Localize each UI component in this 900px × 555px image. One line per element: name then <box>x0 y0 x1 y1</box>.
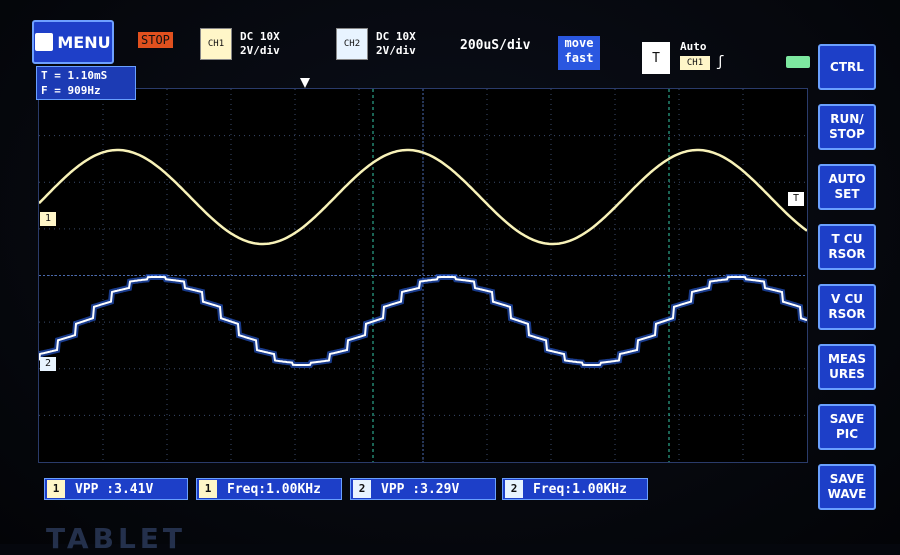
ch2-indicator[interactable]: CH2 <box>336 28 368 60</box>
waveform-canvas <box>36 89 808 462</box>
ch2-freq-measure[interactable]: 2 Freq:1.00KHz <box>502 478 648 500</box>
waveform-display[interactable] <box>36 88 808 463</box>
sidebar: CTRL RUN/ STOP AUTO SET T CU RSOR V CU R… <box>818 44 880 524</box>
ch1-settings[interactable]: DC 10X 2V/div <box>240 30 280 58</box>
volt-cursor-button[interactable]: V CU RSOR <box>818 284 876 330</box>
ch2-tag: 2 <box>353 480 371 498</box>
measures-button[interactable]: MEAS URES <box>818 344 876 390</box>
menu-icon <box>35 33 54 51</box>
ch1-freq-measure[interactable]: 1 Freq:1.00KHz <box>196 478 342 500</box>
measure-value: VPP :3.29V <box>381 481 460 497</box>
auto-set-button[interactable]: AUTO SET <box>818 164 876 210</box>
ch2-offset-marker[interactable]: 2 <box>40 357 56 371</box>
ch1-indicator[interactable]: CH1 <box>200 28 232 60</box>
ch1-vpp-measure[interactable]: 1 VPP :3.41V <box>44 478 188 500</box>
top-status-bar: MENU STOP CH1 DC 10X 2V/div CH2 DC 10X 2… <box>28 14 818 74</box>
ch1-coupling: DC 10X <box>240 30 280 43</box>
ch2-settings[interactable]: DC 10X 2V/div <box>376 30 416 58</box>
ch1-waveform <box>38 148 808 246</box>
run-status-badge: STOP <box>138 32 173 48</box>
cursor-readout: T = 1.10mS F = 909Hz <box>36 66 136 100</box>
cursor-frequency: F = 909Hz <box>41 84 101 97</box>
time-cursor-button[interactable]: T CU RSOR <box>818 224 876 270</box>
rising-edge-icon: ʃ <box>716 54 725 70</box>
ch2-coupling: DC 10X <box>376 30 416 43</box>
trigger-mode: Auto <box>680 40 707 53</box>
timebase-readout[interactable]: 200uS/div <box>460 38 531 53</box>
measurement-bar: 1 VPP :3.41V 1 Freq:1.00KHz 2 VPP :3.29V… <box>44 474 664 506</box>
ch2-scale: 2V/div <box>376 44 416 57</box>
trigger-indicator[interactable]: T <box>642 42 670 74</box>
save-pic-button[interactable]: SAVE PIC <box>818 404 876 450</box>
move-speed-button[interactable]: move fast <box>558 36 600 70</box>
trigger-source: CH1 <box>680 56 710 70</box>
battery-icon <box>786 56 810 68</box>
run-stop-button[interactable]: RUN/ STOP <box>818 104 876 150</box>
save-wave-button[interactable]: SAVE WAVE <box>818 464 876 510</box>
ch2-tag: 2 <box>505 480 523 498</box>
ch2-vpp-measure[interactable]: 2 VPP :3.29V <box>350 478 496 500</box>
brand-label: TABLET <box>46 522 187 555</box>
trigger-level-marker[interactable]: T <box>788 192 804 206</box>
measure-value: Freq:1.00KHz <box>227 481 321 497</box>
measure-value: VPP :3.41V <box>75 481 154 497</box>
trigger-time-marker[interactable] <box>300 78 310 88</box>
menu-label: MENU <box>57 32 111 52</box>
ch1-tag: 1 <box>47 480 65 498</box>
cursor-time-delta: T = 1.10mS <box>41 69 108 82</box>
ch1-offset-marker[interactable]: 1 <box>40 212 56 226</box>
ch2-waveform <box>38 276 808 366</box>
measure-value: Freq:1.00KHz <box>533 481 627 497</box>
menu-button[interactable]: MENU <box>32 20 114 64</box>
ctrl-button[interactable]: CTRL <box>818 44 876 90</box>
ch1-scale: 2V/div <box>240 44 280 57</box>
ch1-tag: 1 <box>199 480 217 498</box>
